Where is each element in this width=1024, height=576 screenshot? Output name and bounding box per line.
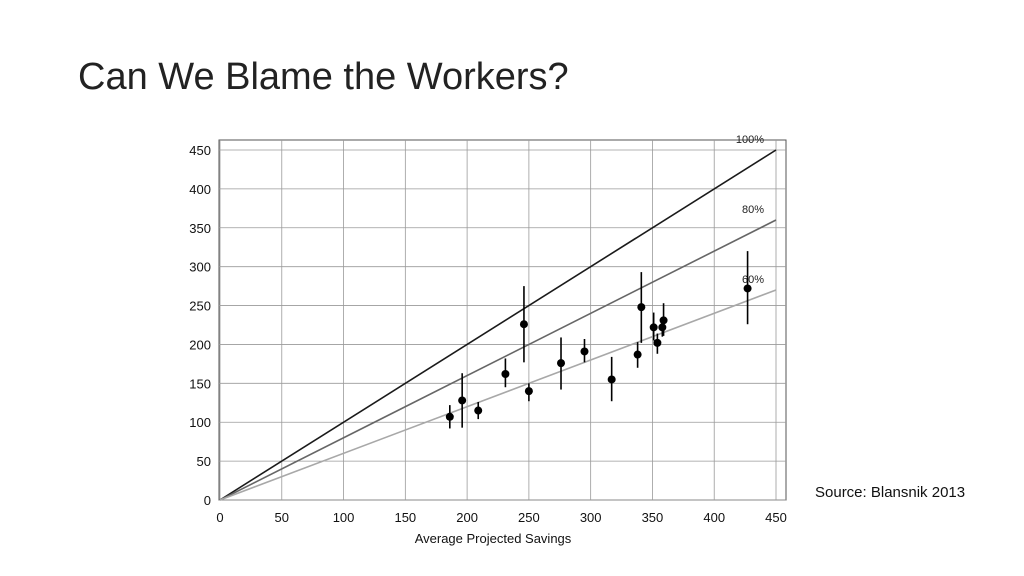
reference-line-label: 80% [742, 204, 764, 216]
data-point [649, 323, 658, 332]
data-point [607, 375, 616, 384]
y-tick-label: 0 [204, 493, 211, 508]
reference-line [219, 289, 777, 501]
data-points [445, 251, 752, 429]
reference-lines: 100% 80% 60% [219, 134, 777, 501]
y-tick-label: 100 [189, 415, 211, 430]
reference-line-label: 60% [742, 274, 764, 286]
x-tick-label: 50 [275, 510, 289, 525]
data-point [524, 387, 533, 396]
data-point [501, 370, 510, 378]
data-point [743, 284, 752, 293]
plot-frame [218, 139, 787, 501]
x-tick-label: 100 [333, 510, 355, 525]
data-point [557, 359, 566, 368]
x-tick-label: 400 [703, 510, 725, 525]
x-tick-label: 450 [765, 510, 787, 525]
y-tick-label: 350 [189, 221, 211, 236]
x-tick-label: 250 [518, 510, 540, 525]
x-tick-label: 150 [394, 510, 416, 525]
tick-labels: 0 50 100 150 200 250 300 350 400 450 0 50 100 150 200 2… [189, 143, 787, 525]
x-tick-label: 200 [456, 510, 478, 525]
data-point [633, 350, 642, 359]
x-tick-label: 350 [642, 510, 664, 525]
y-tick-label: 50 [197, 454, 211, 469]
y-tick-label: 450 [189, 143, 211, 158]
y-tick-label: 150 [189, 376, 211, 391]
data-point [658, 323, 667, 332]
data-point [458, 396, 467, 405]
source-note: Source: Blansnik 2013 [815, 484, 966, 501]
data-point [659, 316, 668, 325]
data-point [519, 320, 528, 329]
slide-title: Can We Blame the Workers? [78, 56, 569, 98]
reference-line [219, 219, 777, 501]
x-tick-label: 300 [580, 510, 602, 525]
data-point [580, 347, 589, 356]
grid [218, 139, 787, 501]
data-point [445, 412, 454, 421]
data-point [653, 338, 662, 347]
reference-line [219, 149, 777, 501]
y-tick-label: 250 [189, 299, 211, 314]
x-axis-title: Average Projected Savings [415, 531, 572, 546]
data-point [637, 303, 646, 312]
reference-line-label: 100% [736, 134, 764, 146]
y-tick-label: 300 [189, 260, 211, 275]
data-point [474, 406, 483, 415]
y-tick-label: 400 [189, 182, 211, 197]
x-tick-label: 0 [216, 510, 223, 525]
y-tick-label: 200 [189, 337, 211, 352]
